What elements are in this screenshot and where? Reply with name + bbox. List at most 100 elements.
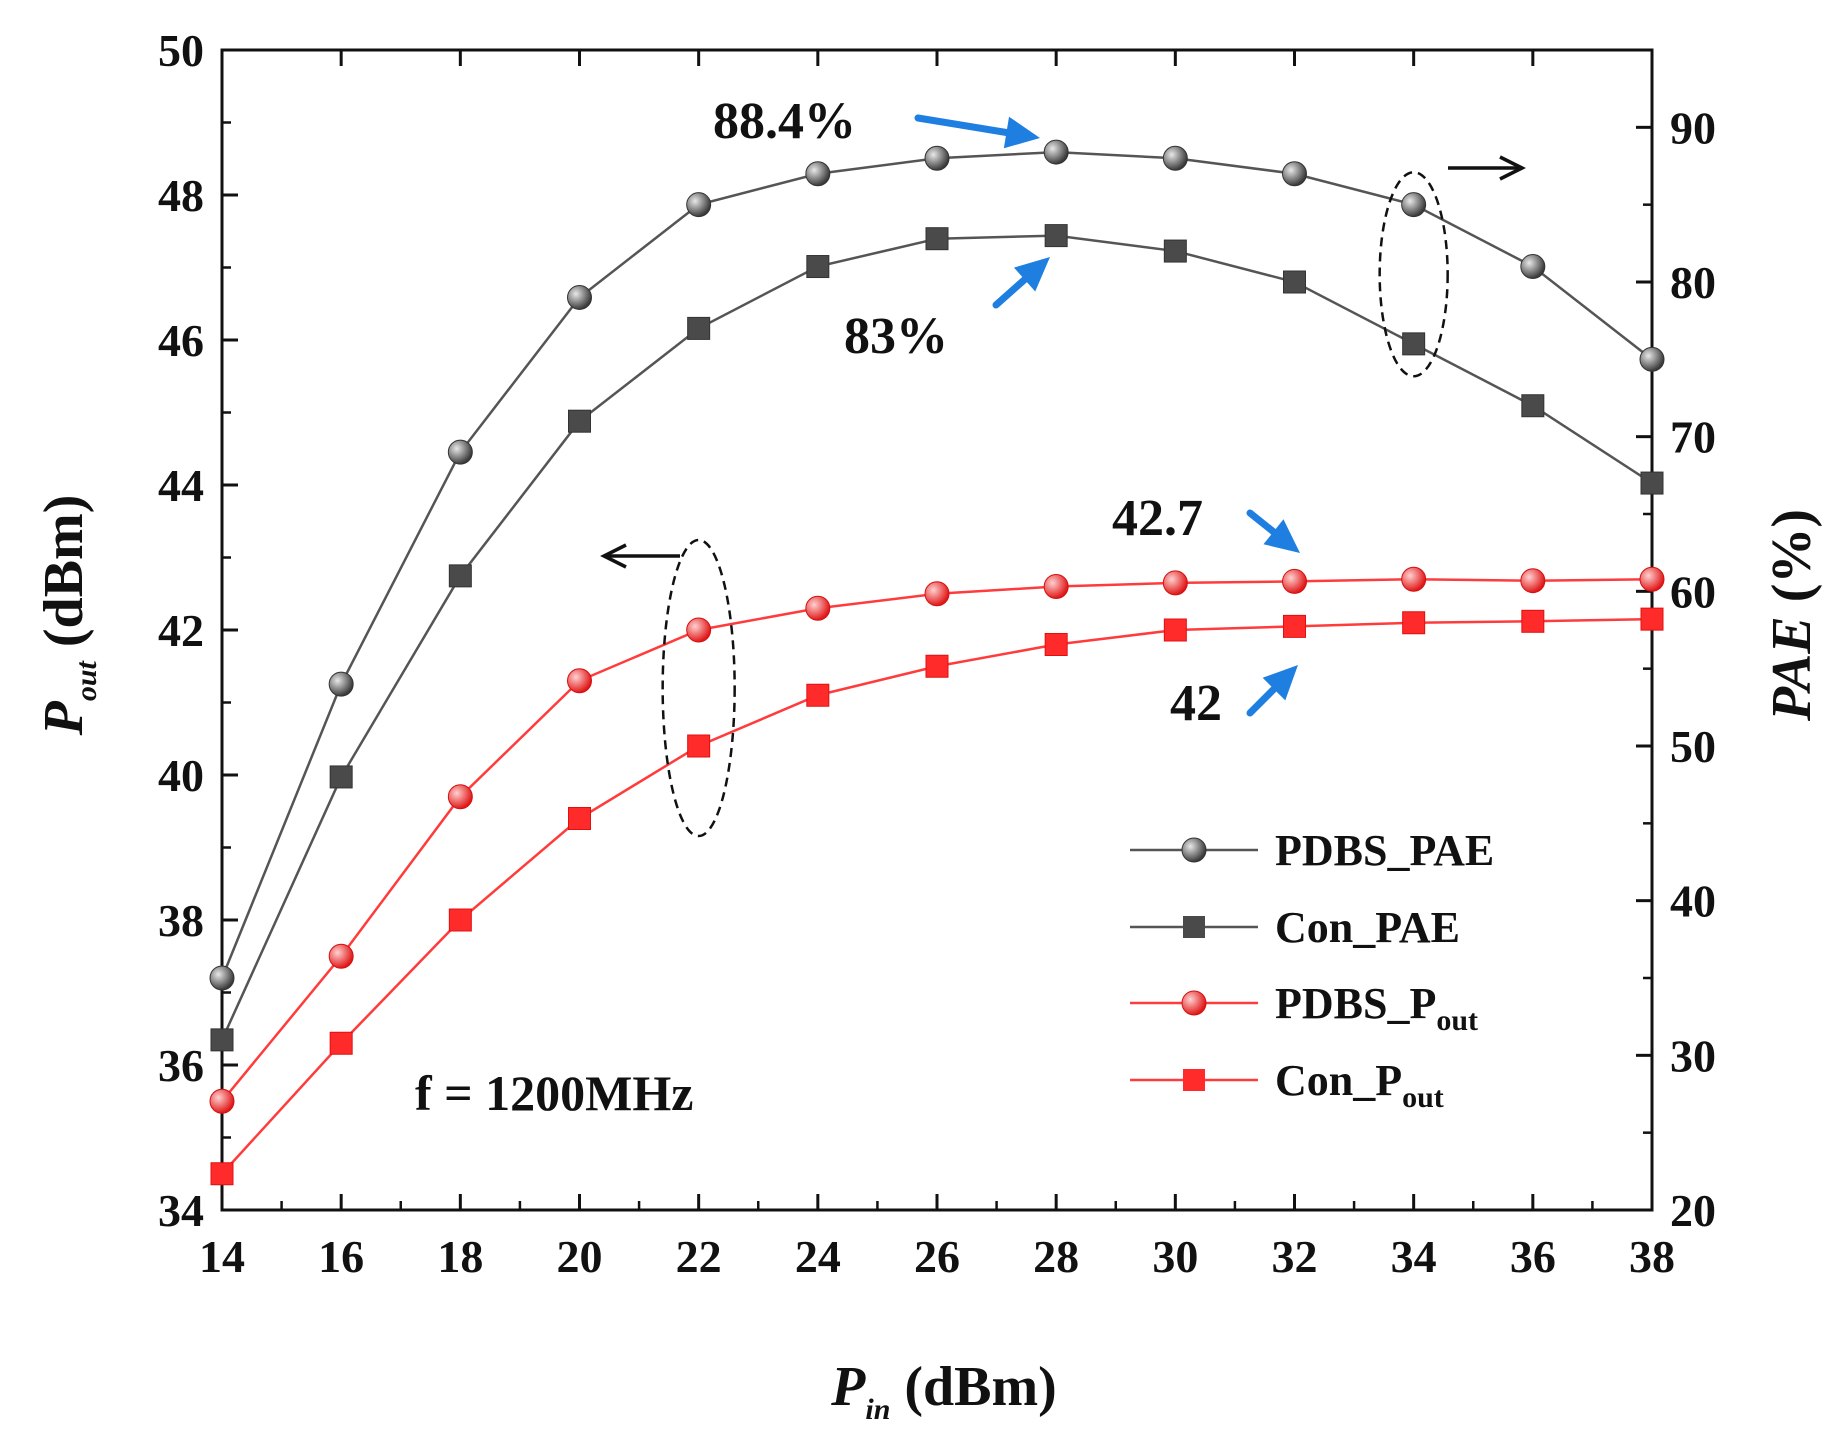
point-con-pout — [1163, 618, 1187, 642]
x-tick-label: 34 — [1391, 1231, 1437, 1282]
legend-marker-con-pout — [1183, 1069, 1205, 1091]
point-pdbs-pae — [209, 965, 235, 991]
point-pdbs-pae — [1639, 346, 1665, 372]
point-con-pout — [448, 908, 472, 932]
point-con-pae — [1640, 471, 1664, 495]
y-left-tick-label: 50 — [158, 25, 204, 76]
point-pdbs-pae — [924, 145, 950, 171]
y-right-tick-label: 40 — [1670, 876, 1716, 927]
y-right-tick-label: 20 — [1670, 1185, 1716, 1236]
legend-label-con-pout: Con_Pout — [1275, 1056, 1444, 1114]
point-pdbs-pae — [1043, 139, 1069, 165]
legend: PDBS_PAE Con_PAE PDBS_Pout Con_Pout — [1275, 826, 1494, 1114]
point-con-pout — [687, 734, 711, 758]
y-right-tick-label: 30 — [1670, 1030, 1716, 1081]
point-con-pout — [1402, 611, 1426, 635]
point-pdbs-pout — [1162, 570, 1188, 596]
point-con-pout — [1044, 633, 1068, 656]
legend-label-pdbs-pout: PDBS_Pout — [1275, 979, 1478, 1037]
arrow-annotation-pout-peak-head — [1263, 519, 1300, 553]
point-pdbs-pout — [328, 943, 354, 969]
arrow-annotation-con-pout-peak-shaft — [1246, 685, 1278, 717]
point-pdbs-pae — [1282, 161, 1307, 187]
point-con-pae — [687, 316, 711, 340]
point-con-pout — [329, 1031, 353, 1055]
point-pdbs-pae — [447, 439, 473, 465]
arrow-annotation-con-pae-peak — [992, 257, 1050, 309]
point-pdbs-pout — [805, 595, 831, 621]
y-left-axis-title-main: P — [33, 700, 95, 736]
arrow-to-right-axis — [1448, 155, 1526, 181]
legend-marker-pdbs-pae — [1181, 837, 1207, 863]
point-pdbs-pout — [1520, 568, 1546, 594]
y-left-tick-label: 38 — [158, 895, 204, 946]
point-con-pae — [1402, 332, 1426, 356]
point-pdbs-pout — [567, 668, 592, 694]
y-left-tick-label: 42 — [158, 605, 204, 656]
data-marks — [209, 114, 1665, 1186]
point-pdbs-pae — [1401, 192, 1427, 218]
x-tick-label: 28 — [1033, 1231, 1079, 1282]
y-right-tick-label: 70 — [1670, 412, 1716, 463]
x-axis-title-main: P — [830, 1356, 866, 1418]
y-left-tick-label: 44 — [158, 460, 204, 511]
point-con-pae — [806, 255, 830, 279]
point-con-pout — [568, 807, 591, 830]
arrow-annotation-con-pout-peak-head — [1262, 665, 1298, 701]
y-right-axis-title: PAE (%) — [1761, 509, 1823, 722]
condition-label: f = 1200MHz — [415, 1065, 693, 1121]
legend-marker-con-pae — [1183, 916, 1205, 938]
point-con-pae — [448, 564, 472, 588]
point-pdbs-pout — [1401, 566, 1427, 592]
point-pdbs-pout — [1639, 566, 1665, 592]
arrow-annotation-con-pae-peak-shaft — [992, 276, 1029, 309]
point-pdbs-pae — [567, 284, 592, 310]
y-right-tick-label: 50 — [1670, 721, 1716, 772]
y-left-tick-label: 40 — [158, 750, 204, 801]
x-tick-label: 22 — [676, 1231, 722, 1282]
y-right-axis-title-main: PAE — [1761, 616, 1823, 722]
x-tick-label: 32 — [1272, 1231, 1318, 1282]
x-tick-label: 14 — [199, 1231, 245, 1282]
x-tick-label: 18 — [437, 1231, 483, 1282]
chart-text: 88.4% 83% 42.7 42 f = 1200MHz Pin (dBm) … — [33, 93, 1823, 1426]
point-con-pae — [1163, 239, 1187, 263]
x-tick-label: 16 — [318, 1231, 364, 1282]
point-con-pae — [210, 1028, 234, 1052]
x-axis-title: Pin (dBm) — [830, 1356, 1057, 1426]
arrow-to-left-axis-head — [600, 543, 627, 569]
x-tick-label: 20 — [557, 1231, 603, 1282]
arrow-to-right-axis-head — [1499, 155, 1526, 181]
point-con-pout — [210, 1162, 234, 1186]
point-con-pout — [1283, 614, 1306, 638]
ellipse-pout-group — [661, 538, 736, 838]
y-left-tick-label: 34 — [158, 1185, 204, 1236]
point-con-pout — [1640, 607, 1664, 631]
x-tick-label: 36 — [1510, 1231, 1556, 1282]
point-con-pae — [568, 409, 591, 433]
arrow-annotation-pae-peak — [914, 114, 1040, 149]
annotation-con-pae-peak: 83% — [844, 308, 948, 365]
y-left-tick-label: 46 — [158, 315, 204, 366]
point-con-pae — [329, 765, 353, 789]
point-con-pae — [925, 227, 949, 251]
point-con-pae — [1044, 224, 1068, 248]
x-tick-label: 30 — [1152, 1231, 1198, 1282]
point-pdbs-pae — [328, 671, 354, 697]
x-tick-label: 24 — [795, 1231, 841, 1282]
y-left-axis-title-unit: (dBm) — [33, 495, 95, 661]
point-pdbs-pae — [686, 192, 712, 218]
point-pdbs-pout — [209, 1088, 235, 1114]
point-con-pae — [1283, 270, 1306, 294]
point-pdbs-pout — [924, 581, 950, 607]
arrow-annotation-pout-peak-shaft — [1246, 509, 1277, 536]
legend-label-con-pae: Con_PAE — [1275, 903, 1460, 952]
point-con-pae — [1521, 394, 1545, 418]
x-tick-label: 38 — [1629, 1231, 1675, 1282]
arrow-annotation-pout-peak — [1246, 509, 1300, 553]
y-right-tick-label: 90 — [1670, 102, 1716, 153]
legend-label-pdbs-pae: PDBS_PAE — [1275, 826, 1494, 875]
arrow-to-left-axis — [600, 543, 680, 569]
x-axis-title-sub: in — [865, 1393, 890, 1426]
